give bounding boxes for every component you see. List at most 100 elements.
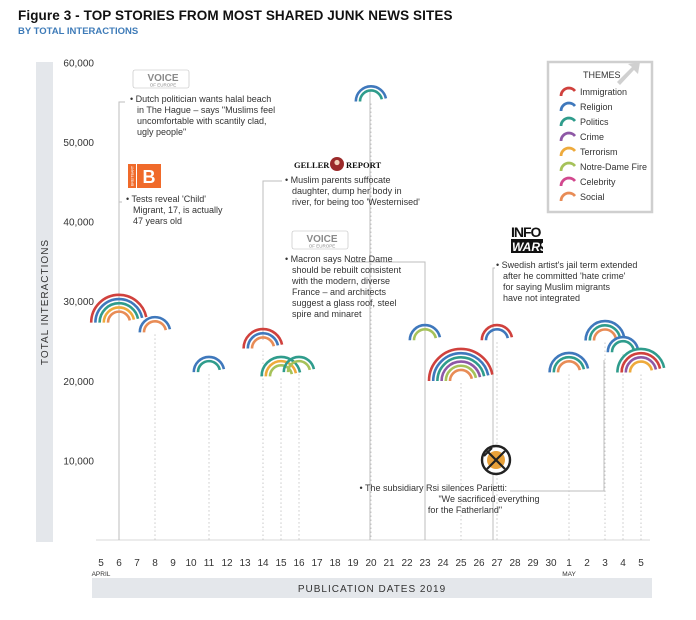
infowars-logo: INFO WARS <box>511 224 548 254</box>
x-tick-label: 11 <box>204 558 215 569</box>
logo-breitbart-letter: B <box>143 167 156 187</box>
legend-label: Immigration <box>580 87 627 97</box>
legend-box <box>546 60 654 214</box>
ann1-bullet: • <box>130 94 136 104</box>
story-arc-terrorism <box>264 359 298 377</box>
y-ticks: 10,000 20,000 30,000 40,000 50,000 60,000 <box>63 58 94 467</box>
x-tick-label: 5 <box>638 558 644 569</box>
story-arc-religion <box>606 335 640 353</box>
story-arc-religion <box>246 331 280 349</box>
ann3-line3: river, for being too 'Westernised' <box>292 197 420 207</box>
ann4-line3: with the modern, diverse <box>291 276 390 286</box>
legend-swatch <box>559 161 577 172</box>
story-arc-politics <box>196 359 222 373</box>
story-arc-religion <box>548 351 590 373</box>
y-tick-label: 20,000 <box>63 377 94 388</box>
x-tick-label: 9 <box>170 558 176 569</box>
ann2-bullet: • <box>126 194 132 204</box>
y-tick-label: 10,000 <box>63 456 94 467</box>
ann6-bullet: • <box>359 483 365 493</box>
x-tick-label: 24 <box>437 558 449 569</box>
story-arc-social <box>556 360 582 373</box>
legend-label: Terrorism <box>580 147 618 157</box>
story-arc-social <box>592 328 618 341</box>
story-arc-religion <box>584 319 626 341</box>
x-tick-label: 23 <box>419 558 431 569</box>
story-arc-terrorism <box>628 360 654 373</box>
x-ticks: 5 6 7 8 9 10 11 12 13 14 15 16 17 18 19 20 21 22 23 24 25 26 2… <box>92 558 645 578</box>
voice-of-europe-logo: VOICE OF EUROPE <box>132 69 190 89</box>
annotation-connector <box>510 360 605 492</box>
story-arc-religion <box>484 327 510 341</box>
svg-text:• Tests reveal 'Child': • Tests reveal 'Child' <box>126 194 206 204</box>
ann5-line1: Swedish artist's jail term extended <box>502 260 638 270</box>
x-tick-label: 7 <box>134 558 140 569</box>
story-arc-religion <box>431 351 490 382</box>
x-axis-band <box>92 578 652 598</box>
annotation-5: INFO WARS • Swedish artist's jail term e… <box>496 224 637 303</box>
logo-voice-sub-2: OF EUROPE <box>309 244 336 249</box>
story-arc-religion <box>354 84 388 102</box>
ann3-line1: Muslim parents suffocate <box>291 175 391 185</box>
x-month-label: MAY <box>562 571 576 578</box>
legend-label: Social <box>580 192 605 202</box>
legend-swatch <box>559 146 577 157</box>
x-tick-label: 2 <box>584 558 590 569</box>
legend-swatch <box>559 191 577 202</box>
logo-voice-text-2: VOICE <box>306 234 337 245</box>
x-tick-label: 12 <box>221 558 233 569</box>
story-arc-politics <box>282 355 316 373</box>
story-arcs <box>89 84 666 382</box>
chart-subtitle: BY TOTAL INTERACTIONS <box>18 26 139 37</box>
ann4-line6: spire and minaret <box>292 309 362 319</box>
x-tick-label: 30 <box>545 558 557 569</box>
y-axis-band <box>36 62 53 542</box>
legend-title: THEMES <box>583 70 621 80</box>
legend-item: Crime <box>559 131 604 142</box>
ann3-line2: daughter, dump her body in <box>292 186 402 196</box>
story-arc-social <box>106 310 132 323</box>
legend: THEMES Immigration Religion Politics Crime T… <box>546 60 654 214</box>
x-tick-label: 15 <box>275 558 287 569</box>
svg-text:• Swedish artist's jail term e: • Swedish artist's jail term extended <box>496 260 637 270</box>
ann5-line2: after he committed 'hate crime' <box>503 271 626 281</box>
legend-item: Politics <box>559 116 609 127</box>
voice-of-europe-logo-2: VOICE OF EUROPE <box>291 230 349 250</box>
svg-text:• The subsidiary Rsi silences: • The subsidiary Rsi silences Parietti: <box>359 483 507 493</box>
legend-item: Notre-Dame Fire <box>559 161 647 172</box>
y-axis-label: TOTAL INTERACTIONS <box>40 239 51 365</box>
legend-swatch <box>559 86 577 97</box>
annotation-6: • The subsidiary Rsi silences Parietti: … <box>359 444 540 515</box>
story-arc-notre-dame-fire <box>444 364 478 382</box>
logo-geller-left: GELLER <box>294 160 330 170</box>
ann3-bullet: • <box>285 175 291 185</box>
ann6-line1: The subsidiary Rsi silences Parietti: <box>365 483 507 493</box>
story-arc-notre-dame-fire <box>412 327 438 341</box>
story-arc-crime <box>440 360 482 382</box>
x-tick-label: 10 <box>185 558 197 569</box>
ann5-line3: for saying Muslim migrants <box>503 282 611 292</box>
story-arc-politics <box>436 356 486 382</box>
x-tick-label: 8 <box>152 558 158 569</box>
story-arc-immigration <box>242 327 284 349</box>
ann1-line4: ugly people" <box>137 127 186 137</box>
annotation-3: GELLER REPORT • Muslim parents suffocate… <box>285 157 420 207</box>
story-arc-politics <box>260 355 302 377</box>
ann1-line2: in The Hague – says "Muslims feel <box>137 105 275 115</box>
ann4-line5: suggest a glass roof, steel <box>292 298 397 308</box>
breitbart-logo: B BREITBART <box>128 164 161 188</box>
story-arc-politics <box>588 323 622 341</box>
ann5-bullet: • <box>496 260 502 270</box>
story-arc-immigration <box>620 351 662 373</box>
legend-swatch <box>559 176 577 187</box>
x-tick-label: 13 <box>239 558 251 569</box>
logo-voice-text: VOICE <box>147 73 178 84</box>
legend-item: Celebrity <box>559 176 616 187</box>
story-arc-religion <box>408 323 442 341</box>
geller-report-logo: GELLER REPORT <box>294 157 381 171</box>
ann4-line4: France – and architects <box>292 287 387 297</box>
story-arc-notre-dame-fire <box>268 364 294 377</box>
ann2-line2: Migrant, 17, is actually <box>133 205 223 215</box>
story-arc-immigration <box>480 323 514 341</box>
legend-item: Terrorism <box>559 146 618 157</box>
